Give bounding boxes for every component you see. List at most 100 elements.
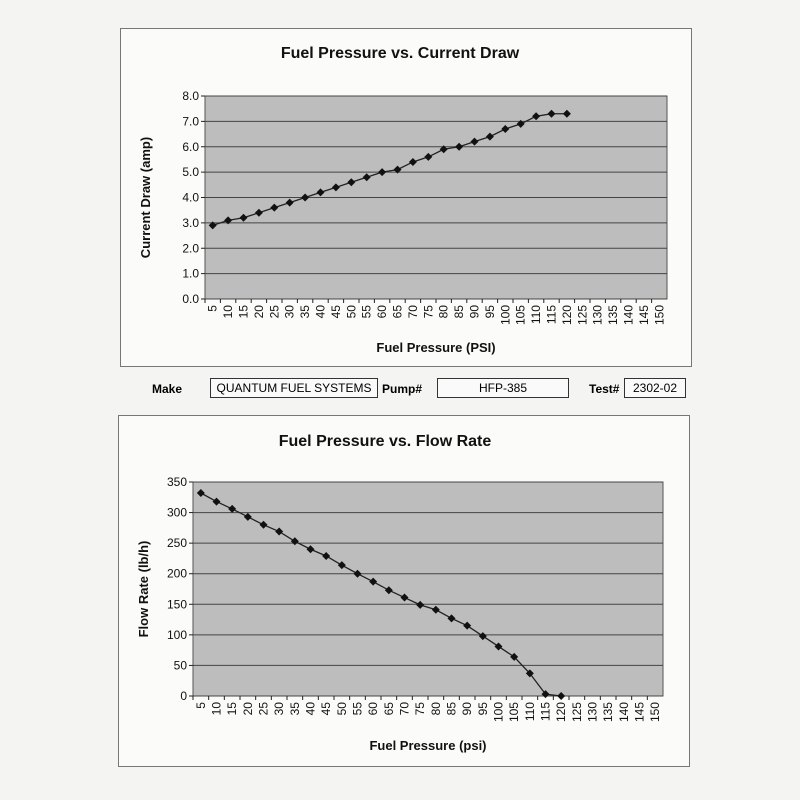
x-tick-label: 15 <box>237 305 251 319</box>
x-tick-label: 70 <box>406 305 420 319</box>
x-tick-label: 100 <box>498 305 512 325</box>
x-tick-label: 45 <box>319 702 333 716</box>
x-tick-label: 20 <box>252 305 266 319</box>
data-point-marker <box>275 527 284 536</box>
x-tick-label: 70 <box>398 702 412 716</box>
y-tick-label: 4.0 <box>182 191 199 205</box>
y-tick-label: 6.0 <box>182 140 199 154</box>
data-point-marker <box>525 669 534 678</box>
data-point-marker <box>270 203 279 212</box>
data-point-marker <box>306 545 315 554</box>
x-tick-label: 95 <box>483 305 497 319</box>
x-tick-label: 145 <box>637 305 651 325</box>
x-tick-label: 55 <box>351 702 365 716</box>
data-point-marker <box>239 213 248 222</box>
y-tick-label: 0 <box>180 689 187 703</box>
data-point-marker <box>494 642 503 651</box>
data-point-marker <box>208 221 217 230</box>
data-point-marker <box>393 165 402 174</box>
x-tick-label: 50 <box>344 305 358 319</box>
data-point-marker <box>424 152 433 161</box>
x-tick-label: 35 <box>288 702 302 716</box>
x-tick-label: 60 <box>375 305 389 319</box>
x-tick-label: 30 <box>283 305 297 319</box>
y-tick-label: 2.0 <box>182 241 199 255</box>
x-tick-label: 60 <box>366 702 380 716</box>
data-point-marker <box>547 109 556 118</box>
x-tick-label: 85 <box>445 702 459 716</box>
y-tick-label: 0.0 <box>182 292 199 306</box>
x-tick-label: 50 <box>335 702 349 716</box>
x-tick-label: 65 <box>391 305 405 319</box>
x-tick-label: 40 <box>304 702 318 716</box>
x-tick-label: 150 <box>652 305 666 325</box>
y-tick-label: 150 <box>167 597 187 611</box>
x-tick-label: 125 <box>570 702 584 722</box>
x-tick-label: 125 <box>575 305 589 325</box>
test-label: Test# <box>589 382 620 396</box>
x-tick-label: 95 <box>476 702 490 716</box>
make-field: QUANTUM FUEL SYSTEMS <box>210 378 378 398</box>
chart-title: Fuel Pressure vs. Current Draw <box>281 45 520 62</box>
data-point-marker <box>532 112 541 121</box>
x-tick-label: 140 <box>622 305 636 325</box>
data-point-marker <box>478 632 487 641</box>
x-tick-label: 145 <box>633 702 647 722</box>
x-tick-label: 15 <box>225 702 239 716</box>
data-point-marker <box>331 183 340 192</box>
x-tick-label: 10 <box>210 702 224 716</box>
pump-field: HFP-385 <box>437 378 569 398</box>
x-tick-label: 85 <box>452 305 466 319</box>
x-tick-label: 5 <box>206 305 220 312</box>
data-point-marker <box>463 621 472 630</box>
data-point-marker <box>562 109 571 118</box>
make-label: Make <box>152 382 183 396</box>
data-point-marker <box>378 168 387 177</box>
y-tick-label: 200 <box>167 567 187 581</box>
y-tick-label: 250 <box>167 536 187 550</box>
test-field: 2302-02 <box>624 378 686 398</box>
data-point-marker <box>369 577 378 586</box>
x-tick-label: 25 <box>257 702 271 716</box>
y-tick-label: 8.0 <box>182 89 199 103</box>
data-point-marker <box>501 124 510 133</box>
data-point-marker <box>301 193 310 202</box>
x-tick-label: 75 <box>421 305 435 319</box>
data-point-marker <box>455 142 464 151</box>
x-tick-label: 100 <box>492 702 506 722</box>
y-tick-label: 350 <box>167 475 187 489</box>
x-tick-label: 45 <box>329 305 343 319</box>
data-point-marker <box>439 145 448 154</box>
data-point-marker <box>212 497 221 506</box>
data-point-marker <box>228 504 237 513</box>
y-tick-label: 3.0 <box>182 216 199 230</box>
x-tick-label: 35 <box>298 305 312 319</box>
data-point-marker <box>408 157 417 166</box>
data-point-marker <box>243 512 252 521</box>
data-point-marker <box>196 489 205 498</box>
x-axis-label: Fuel Pressure (PSI) <box>376 340 495 355</box>
plot-area <box>192 481 664 697</box>
data-point-marker <box>470 137 479 146</box>
data-point-marker <box>322 551 331 560</box>
x-tick-label: 120 <box>554 702 568 722</box>
x-tick-label: 130 <box>586 702 600 722</box>
y-tick-label: 300 <box>167 506 187 520</box>
data-point-marker <box>510 652 519 661</box>
y-axis-label: Current Draw (amp) <box>138 137 153 258</box>
data-point-marker <box>541 690 550 699</box>
data-point-marker <box>431 605 440 614</box>
x-tick-label: 20 <box>241 702 255 716</box>
data-point-marker <box>259 520 268 529</box>
data-point-marker <box>316 188 325 197</box>
x-tick-label: 90 <box>460 702 474 716</box>
x-tick-label: 135 <box>601 702 615 722</box>
x-tick-label: 135 <box>606 305 620 325</box>
y-tick-label: 50 <box>174 658 188 672</box>
y-tick-label: 100 <box>167 628 187 642</box>
data-point-marker <box>285 198 294 207</box>
x-tick-label: 55 <box>360 305 374 319</box>
data-point-marker <box>557 692 566 700</box>
